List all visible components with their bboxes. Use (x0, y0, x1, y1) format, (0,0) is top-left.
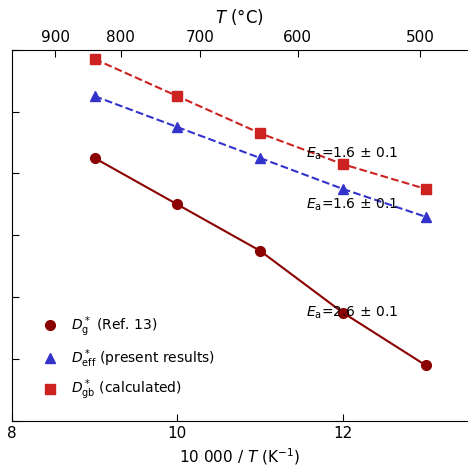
Text: $E_\mathrm{a}$=2.6 ± 0.1: $E_\mathrm{a}$=2.6 ± 0.1 (306, 304, 398, 321)
Text: $E_\mathrm{a}$=1.6 ± 0.1: $E_\mathrm{a}$=1.6 ± 0.1 (306, 145, 398, 162)
X-axis label: 10 000 / $T$ (K$^{-1}$): 10 000 / $T$ (K$^{-1}$) (179, 447, 300, 467)
Text: $E_\mathrm{a}$=1.6 ± 0.1: $E_\mathrm{a}$=1.6 ± 0.1 (306, 196, 398, 213)
X-axis label: $T$ (°C): $T$ (°C) (215, 7, 264, 27)
Legend: $D^*_\mathrm{g}$ (Ref. 13), $D^*_\mathrm{eff}$ (present results), $D^*_\mathrm{g: $D^*_\mathrm{g}$ (Ref. 13), $D^*_\mathrm… (32, 310, 219, 407)
